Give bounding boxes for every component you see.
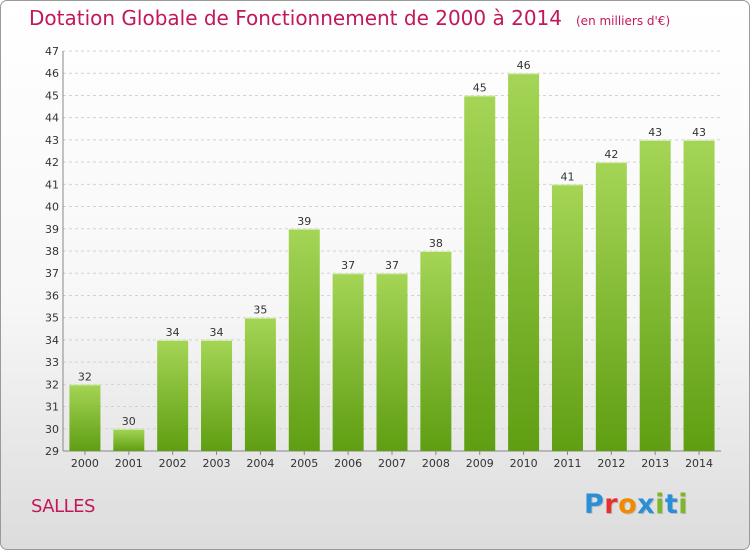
logo-letter: o xyxy=(618,489,638,520)
y-tick-label: 46 xyxy=(45,67,59,80)
y-tick-label: 34 xyxy=(45,334,59,347)
y-tick-label: 33 xyxy=(45,356,59,369)
x-tick-label: 2009 xyxy=(466,457,494,470)
y-tick-label: 41 xyxy=(45,178,59,191)
bar-value-label: 46 xyxy=(517,59,531,72)
logo-letter: r xyxy=(604,489,619,520)
bar-value-label: 35 xyxy=(253,304,267,317)
bar-value-label: 32 xyxy=(78,370,92,383)
x-tick-label: 2013 xyxy=(641,457,669,470)
x-tick-label: 2001 xyxy=(115,457,143,470)
bar xyxy=(332,273,364,451)
y-tick-label: 38 xyxy=(45,245,59,258)
bar xyxy=(201,339,233,451)
x-tick-label: 2008 xyxy=(422,457,450,470)
logo-letter: P xyxy=(584,489,605,520)
proxiti-logo: Proxiti xyxy=(584,489,688,520)
logo-letter: i xyxy=(655,489,665,520)
bar-value-label: 34 xyxy=(210,326,224,339)
x-tick-label: 2002 xyxy=(159,457,187,470)
bar-value-label: 30 xyxy=(122,415,136,428)
x-tick-label: 2000 xyxy=(71,457,99,470)
y-tick-label: 32 xyxy=(45,378,59,391)
y-tick-label: 37 xyxy=(45,267,59,280)
bar-value-label: 37 xyxy=(385,259,399,272)
bar-value-label: 43 xyxy=(648,126,662,139)
y-tick-label: 29 xyxy=(45,445,59,458)
x-tick-label: 2007 xyxy=(378,457,406,470)
bar-value-label: 38 xyxy=(429,237,443,250)
y-tick-label: 35 xyxy=(45,312,59,325)
y-tick-label: 42 xyxy=(45,156,59,169)
y-tick-label: 30 xyxy=(45,423,59,436)
bar-value-label: 45 xyxy=(473,81,487,94)
y-tick-label: 39 xyxy=(45,223,59,236)
commune-name: SALLES xyxy=(31,496,95,517)
logo-letter: t xyxy=(664,489,679,520)
bar-value-label: 43 xyxy=(692,126,706,139)
y-tick-label: 40 xyxy=(45,201,59,214)
bar-value-label: 42 xyxy=(604,148,618,161)
x-tick-label: 2012 xyxy=(597,457,625,470)
y-tick-label: 44 xyxy=(45,112,59,125)
bar xyxy=(464,95,496,451)
x-tick-label: 2004 xyxy=(246,457,274,470)
bar xyxy=(113,428,145,451)
x-tick-label: 2010 xyxy=(510,457,538,470)
y-tick-label: 43 xyxy=(45,134,59,147)
bar-value-label: 39 xyxy=(297,215,311,228)
bar-value-label: 37 xyxy=(341,259,355,272)
y-tick-label: 45 xyxy=(45,89,59,102)
bar xyxy=(683,139,715,451)
chart-title: Dotation Globale de Fonctionnement de 20… xyxy=(29,6,670,30)
title-text: Dotation Globale de Fonctionnement de 20… xyxy=(29,6,562,30)
logo-letter: i xyxy=(678,489,689,520)
y-tick-label: 31 xyxy=(45,401,59,414)
x-tick-label: 2011 xyxy=(553,457,581,470)
y-tick-label: 47 xyxy=(45,45,59,58)
bar xyxy=(244,317,276,451)
bar xyxy=(157,339,189,451)
bar xyxy=(69,384,101,451)
bar xyxy=(288,228,320,451)
bar-value-label: 34 xyxy=(166,326,180,339)
x-tick-label: 2014 xyxy=(685,457,713,470)
bar xyxy=(376,273,408,451)
bar xyxy=(551,184,583,452)
bar xyxy=(508,73,540,451)
y-tick-label: 36 xyxy=(45,289,59,302)
bar-value-label: 41 xyxy=(560,170,574,183)
logo-letter: x xyxy=(637,489,656,520)
unit-text: (en milliers d'€) xyxy=(576,14,671,28)
bar xyxy=(639,139,671,451)
bar xyxy=(420,251,452,451)
x-tick-label: 2005 xyxy=(290,457,318,470)
bar xyxy=(595,162,627,451)
x-tick-label: 2006 xyxy=(334,457,362,470)
x-tick-label: 2003 xyxy=(203,457,231,470)
